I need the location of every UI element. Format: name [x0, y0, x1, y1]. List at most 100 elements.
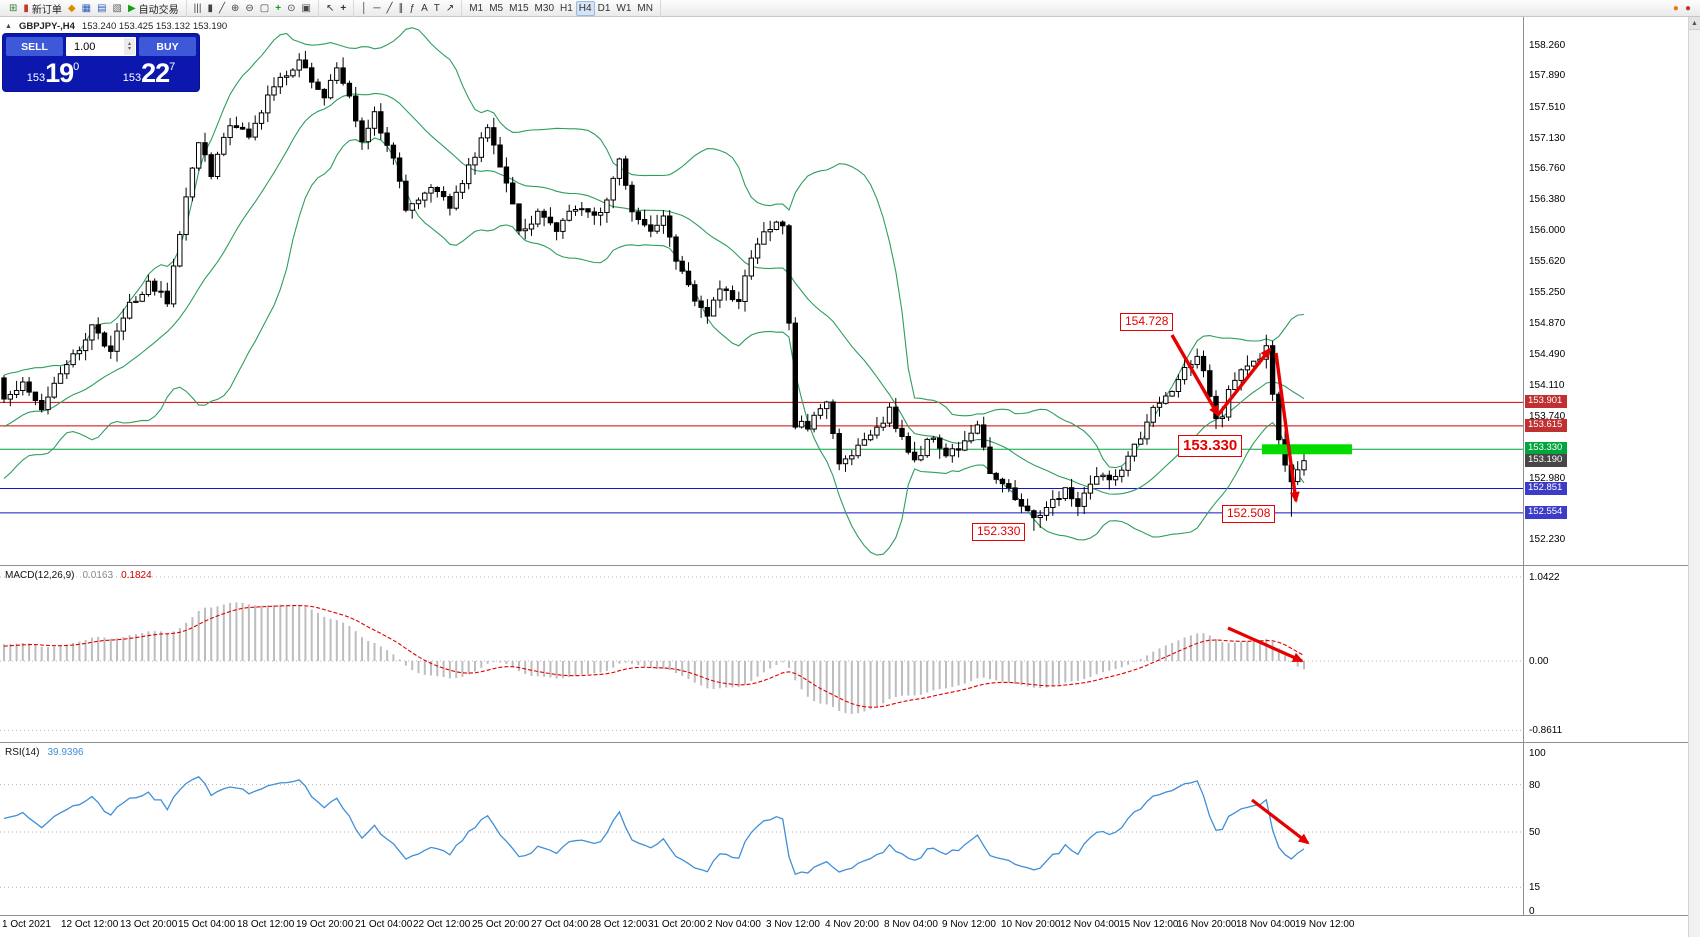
templates-icon[interactable]: ▣ — [301, 2, 311, 14]
annotation-price-label[interactable]: 153.330 — [1178, 435, 1243, 457]
rsi-panel[interactable] — [0, 743, 1523, 915]
price-tag: 152.851 — [1525, 482, 1567, 495]
candlestick-chart-icon[interactable]: ▮ — [207, 2, 213, 14]
price-axis-label: 152.230 — [1529, 534, 1566, 545]
macd-name: MACD(12,26,9) — [5, 570, 75, 581]
main-chart-canvas[interactable] — [0, 17, 1523, 565]
chart-panel[interactable]: 154.728 153.330 152.330 152.508 ▲ GBPJPY-,H… — [0, 17, 1523, 565]
price-axis-label: 156.760 — [1529, 163, 1566, 174]
community-icon[interactable]: ● — [1672, 2, 1679, 14]
indicators-icon[interactable]: + — [275, 2, 282, 14]
price-axis[interactable]: 158.260 157.890 157.510 157.130 156.760 156.3… — [1524, 17, 1688, 565]
toolbar-group-timeframes: M1 M5 M15 M30 H1 H4 D1 W1 MN — [462, 0, 661, 17]
annotation-price-label[interactable]: 152.330 — [972, 523, 1026, 541]
sell-price-big: 19 — [45, 58, 74, 88]
price-axis-label: 155.620 — [1529, 256, 1566, 267]
lot-size-value: 1.00 — [74, 40, 96, 53]
macd-canvas[interactable] — [0, 566, 1523, 742]
label-icon[interactable]: T — [433, 2, 440, 14]
buy-price-prefix: 153 — [122, 72, 142, 84]
market-watch-icon[interactable]: ▦ — [81, 2, 92, 14]
price-axis-label: 156.380 — [1529, 194, 1566, 205]
tf-m5[interactable]: M5 — [489, 2, 504, 14]
toolbar-group-cursor-tools: ↖ + — [319, 0, 355, 17]
line-chart-icon[interactable]: ╱ — [218, 2, 226, 14]
vertical-scrollbar[interactable]: ▲ — [1688, 17, 1700, 937]
chart-symbol-row: ▲ GBPJPY-,H4 153.240 153.425 153.132 153… — [5, 21, 227, 32]
cursor-icon[interactable]: ↖ — [325, 2, 335, 14]
buy-button[interactable]: BUY — [139, 37, 196, 56]
auto-trading-button[interactable]: ▶ 自动交易 — [127, 2, 179, 16]
tf-d1[interactable]: D1 — [597, 2, 611, 14]
sell-price-display[interactable]: 153 19 0 — [5, 58, 101, 88]
sell-price-sup: 0 — [73, 61, 80, 73]
toolbar-group-standard: ⊞ ▮ 新订单 ◆ ▦ ▤ ▧ ▶ 自动交易 — [2, 0, 187, 17]
price-axis-label: 152.980 — [1529, 473, 1566, 484]
rsi-value: 39.9396 — [47, 747, 84, 758]
data-window-icon[interactable]: ▤ — [97, 2, 107, 14]
new-chart-icon[interactable]: ⊞ — [9, 2, 18, 14]
new-order-button[interactable]: ▮ 新订单 — [23, 2, 62, 16]
rsi-canvas[interactable] — [0, 743, 1523, 915]
rsi-axis: 100 80 50 15 0 — [1524, 743, 1688, 917]
price-axis-label: 154.110 — [1529, 380, 1565, 391]
scroll-up-icon[interactable]: ▲ — [1689, 17, 1700, 30]
annotation-price-label[interactable]: 152.508 — [1222, 505, 1276, 523]
zoom-in-icon[interactable]: ⊕ — [231, 2, 240, 14]
crosshair-icon[interactable]: + — [340, 2, 347, 14]
price-axis-label: 155.250 — [1529, 287, 1566, 298]
time-axis[interactable]: 1 Oct 2021 12 Oct 12:00 13 Oct 20:00 15 Oct… — [0, 916, 1688, 937]
macd-signal-value: 0.1824 — [121, 570, 152, 581]
time-axis-label: 22 Oct 12:00 — [413, 919, 471, 930]
price-axis-label: 157.890 — [1529, 70, 1566, 81]
time-axis-label: 4 Nov 20:00 — [825, 919, 879, 930]
tf-m15[interactable]: M15 — [509, 2, 529, 14]
tf-h4[interactable]: H4 — [575, 0, 595, 16]
fibonacci-icon[interactable]: ƒ — [409, 2, 416, 14]
horizontal-line-icon[interactable]: ─ — [373, 2, 381, 14]
rsi-axis-label: 50 — [1529, 827, 1541, 838]
time-axis-label: 1 Oct 2021 — [2, 919, 51, 930]
macd-indicator-label: MACD(12,26,9) 0.0163 0.1824 — [5, 570, 152, 581]
time-axis-label: 25 Oct 20:00 — [472, 919, 530, 930]
navigator-icon[interactable]: ▧ — [112, 2, 122, 14]
alert-icon[interactable]: ● — [1684, 2, 1691, 14]
tile-windows-icon[interactable]: ▢ — [259, 2, 270, 14]
zoom-out-icon[interactable]: ⊖ — [245, 2, 254, 14]
tf-mn[interactable]: MN — [637, 2, 653, 14]
axis-separator — [1523, 17, 1524, 915]
lot-up-icon[interactable]: ▴ — [127, 40, 131, 47]
sell-button[interactable]: SELL — [6, 37, 63, 56]
macd-axis-label: -0.8611 — [1529, 725, 1563, 736]
one-click-collapse-icon[interactable]: ▲ — [5, 23, 12, 30]
price-axis-label: 154.490 — [1529, 349, 1566, 360]
text-icon[interactable]: A — [421, 2, 428, 14]
tf-m30[interactable]: M30 — [534, 2, 554, 14]
bar-chart-icon[interactable]: ||| — [193, 2, 202, 14]
chart-symbol-label: GBPJPY-,H4 — [18, 21, 75, 32]
panel-separator — [0, 915, 1700, 916]
annotation-price-label[interactable]: 154.728 — [1120, 313, 1174, 331]
sell-price-prefix: 153 — [26, 72, 46, 84]
macd-axis-label: 0.00 — [1529, 656, 1549, 667]
periods-icon[interactable]: ⊙ — [287, 2, 296, 14]
channel-icon[interactable]: ∥ — [398, 2, 404, 14]
favorites-icon[interactable]: ◆ — [67, 2, 76, 14]
time-axis-label: 19 Oct 20:00 — [296, 919, 354, 930]
tf-h1[interactable]: H1 — [560, 2, 573, 14]
lot-spinner[interactable]: ▴ ▾ — [124, 38, 135, 55]
buy-price-display[interactable]: 153 22 7 — [101, 60, 197, 87]
tf-w1[interactable]: W1 — [616, 2, 632, 14]
trendline-icon[interactable]: ╱ — [386, 2, 393, 14]
arrow-tool-icon[interactable]: ↗ — [445, 2, 455, 14]
time-axis-label: 16 Nov 20:00 — [1177, 919, 1237, 930]
tf-m1[interactable]: M1 — [469, 2, 484, 14]
time-axis-label: 27 Oct 04:00 — [531, 919, 589, 930]
macd-panel[interactable] — [0, 566, 1523, 742]
lot-down-icon[interactable]: ▾ — [127, 45, 131, 52]
price-tag: 153.901 — [1525, 395, 1567, 408]
vertical-line-icon[interactable]: │ — [361, 2, 368, 14]
lot-size-input[interactable]: 1.00 ▴ ▾ — [66, 37, 136, 56]
time-axis-label: 13 Oct 20:00 — [120, 919, 178, 930]
rsi-name: RSI(14) — [5, 747, 40, 758]
